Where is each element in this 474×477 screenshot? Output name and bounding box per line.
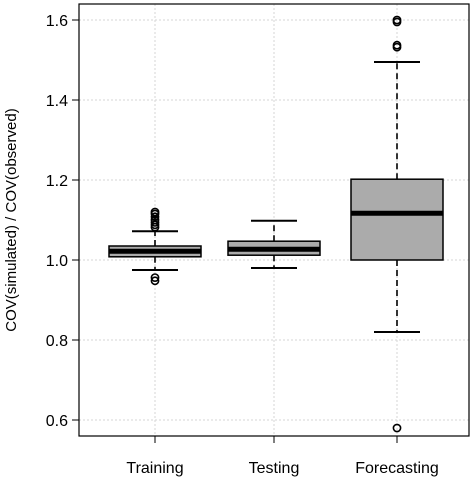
outlier-point <box>392 423 402 433</box>
axes: 0.6 0.8 1.0 1.2 1.4 1.6 Training Testing Forecas… <box>46 13 439 477</box>
box-forecasting <box>350 15 444 433</box>
y-tick-label: 1.0 <box>46 253 68 270</box>
iqr-box <box>350 178 444 261</box>
y-tick-label: 1.2 <box>46 173 68 190</box>
x-tick-label: Forecasting <box>355 460 439 477</box>
y-tick-label: 1.4 <box>46 93 68 110</box>
y-axis-label: COV(simulated) / COV(observed) <box>3 108 20 331</box>
outlier-point <box>392 15 402 25</box>
box-training <box>108 207 202 286</box>
outlier-point <box>150 273 160 282</box>
outlier-point <box>392 40 402 50</box>
x-tick-label: Testing <box>249 460 300 477</box>
outlier-point <box>150 276 160 286</box>
box-series <box>108 15 444 433</box>
x-tick-label: Training <box>126 460 183 477</box>
y-tick-label: 0.8 <box>46 333 68 350</box>
box-testing <box>227 219 321 269</box>
outlier-point <box>150 207 160 217</box>
y-tick-label: 0.6 <box>46 413 68 430</box>
y-tick-label: 1.6 <box>46 13 68 30</box>
outlier-point <box>150 212 160 222</box>
